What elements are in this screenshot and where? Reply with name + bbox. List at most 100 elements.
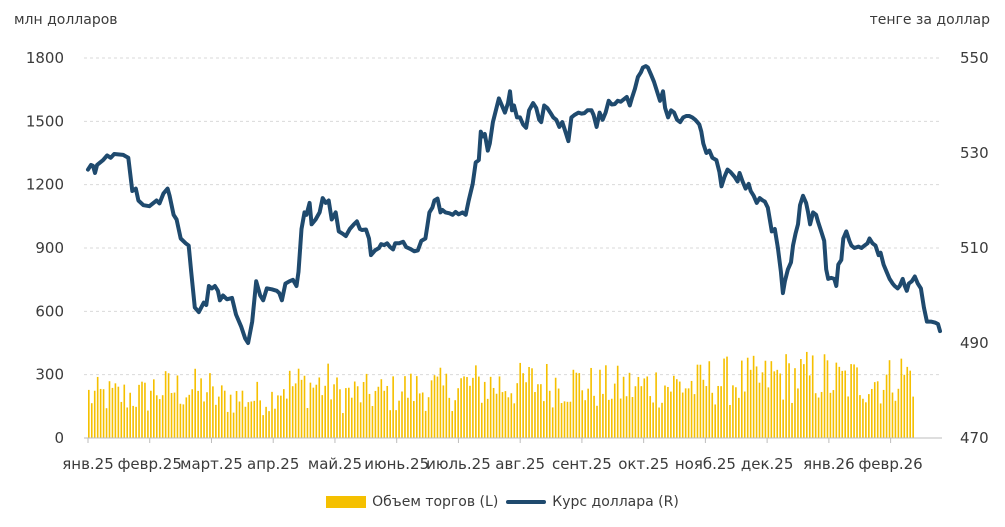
volume-bar [383,390,386,438]
volume-bar [350,397,353,438]
volume-bar [610,398,613,438]
volume-bar [457,388,459,438]
volume-bar [141,381,143,438]
volume-bar [537,384,539,438]
volume-bar [475,365,477,438]
volume-bar [791,402,793,438]
volume-bar [155,395,158,438]
x-tick-label: июнь.25 [364,455,429,473]
volume-bar [531,368,533,438]
x-tick-label: апр.25 [247,455,299,473]
volume-bar [608,399,610,438]
volume-bar [466,377,468,438]
left-tick-label: 900 [35,239,64,257]
volume-bar [862,398,864,438]
volume-bar [767,387,770,438]
volume-bar [743,391,746,438]
x-tick-label: сент.25 [552,455,612,473]
volume-bar [584,400,587,438]
legend-swatch-volume [326,496,367,508]
volume-bar [359,402,362,438]
volume-bar [215,404,217,438]
volume-bar [587,388,589,438]
volume-bar [259,400,261,438]
volume-bar [469,385,471,438]
volume-bar [820,391,823,438]
left-tick-label: 300 [35,366,64,384]
volume-bar [318,377,321,438]
volume-bar [755,366,758,438]
volume-bar [879,403,882,438]
volume-bar [415,376,418,438]
volume-bars [88,351,914,438]
volume-bar [844,370,847,438]
x-tick-label: нояб.25 [675,455,736,473]
volume-bar [699,364,702,438]
volume-bar [599,369,601,438]
volume-bar [179,403,182,438]
volume-bar [374,390,377,438]
volume-bar [256,381,259,438]
volume-bar [102,389,105,438]
x-tick-label: май.25 [308,455,362,473]
x-tick-label: февр.26 [858,455,922,473]
volume-bar [625,396,628,438]
volume-bar [605,365,607,438]
volume-bar [135,406,137,438]
volume-bar [501,392,504,438]
volume-bar [209,373,211,438]
volume-bar [188,394,191,438]
volume-bar [108,381,111,438]
volume-bar [504,391,507,438]
x-tick-label: июль.25 [426,455,491,473]
left-tick-label: 1500 [26,112,64,130]
volume-bar [808,375,811,438]
volume-bar [401,391,403,438]
volume-bar [472,377,474,438]
volume-bar [173,392,176,438]
volume-bar [720,386,722,438]
volume-bar [90,403,93,438]
volume-bar [250,401,253,438]
volume-bar [554,377,557,438]
volume-bar [817,397,820,438]
volume-bar [132,405,134,438]
legend: Объем торгов (L) Курс доллара (R) [0,494,1005,510]
volume-bar [99,388,102,438]
volume-bar [847,396,849,438]
volume-bar [581,390,584,438]
volume-bar [811,355,814,438]
volume-bar [752,355,755,438]
volume-bar [356,386,359,438]
volume-bar [185,397,188,438]
volume-bar [897,388,900,438]
volume-bar [380,379,383,438]
volume-bar [903,374,906,438]
volume-bar [773,371,776,438]
volume-bar [413,401,415,438]
volume-bar [368,393,371,438]
volume-bar [543,401,545,438]
volume-bar [389,410,392,438]
volume-bar [684,388,687,438]
volume-bar [723,358,725,438]
volume-bar [398,400,400,438]
left-tick-label: 1200 [26,176,64,194]
right-axis: 470 490 510 530 550 [960,49,989,447]
volume-bar [853,364,855,438]
volume-bar [451,411,454,438]
volume-bar [652,402,654,438]
volume-bar [841,370,844,438]
volume-bar [702,379,705,438]
volume-bar [88,389,90,438]
legend-item-rate: Курс доллара (R) [506,494,679,510]
left-tick-label: 0 [54,429,64,447]
right-tick-label: 510 [960,239,989,257]
volume-bar [596,405,598,438]
volume-bar [909,370,912,438]
volume-bar [649,396,652,438]
volume-bar [327,363,329,438]
volume-bar [158,399,161,438]
volume-bar [277,395,279,438]
